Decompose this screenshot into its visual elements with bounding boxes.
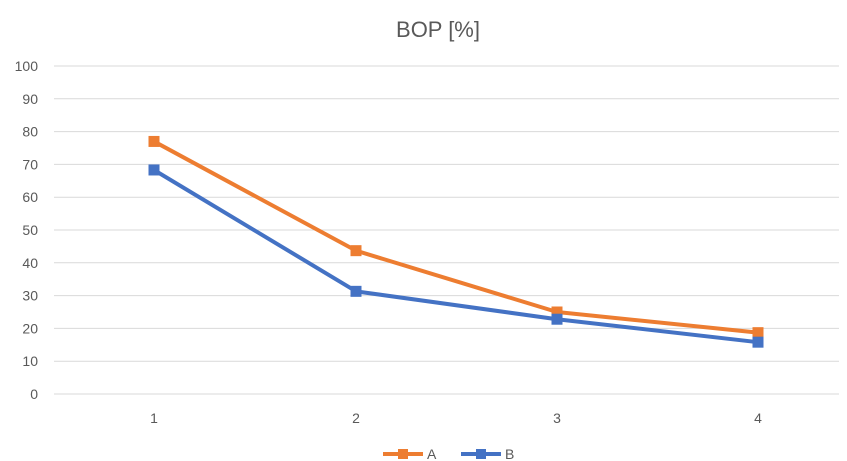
series-b-point [551,313,563,325]
y-tick-label: 80 [22,124,38,140]
series-b [148,164,764,348]
chart-title: BOP [%] [396,17,480,42]
series-a-point [350,245,362,257]
y-tick-label: 30 [22,288,38,304]
x-tick-label: 4 [754,410,762,426]
y-tick-label: 70 [22,156,38,172]
x-tick-label: 1 [150,410,158,426]
y-tick-label: 20 [22,320,38,336]
series-a-point [551,306,563,318]
y-tick-label: 40 [22,255,38,271]
series-b-point [148,164,160,176]
legend-label: B [505,446,514,461]
series-b-point [350,285,362,297]
y-tick-label: 0 [30,386,38,402]
legend-swatch-marker [476,449,486,459]
y-tick-label: 100 [15,58,39,74]
y-tick-label: 60 [22,189,38,205]
legend-item-b: B [461,446,514,461]
series-a-point [752,327,764,339]
legend-swatch-marker [398,449,408,459]
series-group [148,135,764,348]
x-tick-label: 3 [553,410,561,426]
gridlines [54,65,839,395]
x-tick-label: 2 [352,410,360,426]
series-b-line [152,167,760,345]
series-a-point [148,135,160,147]
y-tick-label: 90 [22,91,38,107]
legend-label: A [427,446,437,461]
legend-item-a: A [383,446,437,461]
x-axis-tick-labels: 1 2 3 4 [150,410,762,426]
series-b-point [752,336,764,348]
y-tick-label: 10 [22,353,38,369]
y-tick-label: 50 [22,222,38,238]
y-axis-tick-labels: 0 10 20 30 40 50 60 70 80 90 100 [15,58,39,402]
series-a-line [152,139,760,335]
series-a [148,135,764,339]
